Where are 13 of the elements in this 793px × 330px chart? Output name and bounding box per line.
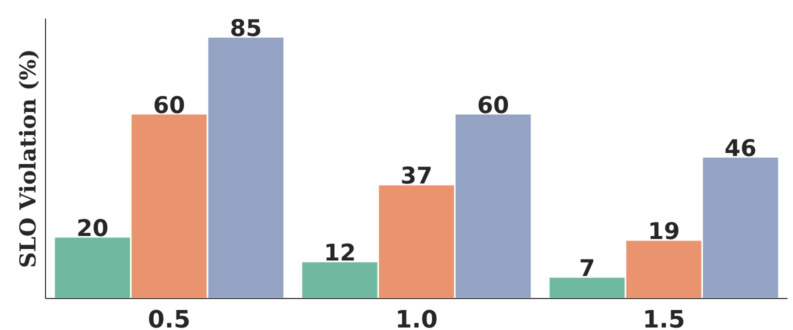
x-tick-label: 0.5: [148, 306, 190, 330]
data-label: 60: [477, 92, 510, 119]
data-label: 19: [648, 219, 680, 246]
data-label: 20: [76, 216, 109, 242]
data-label: 46: [724, 136, 757, 162]
data-label: 12: [324, 240, 356, 267]
data-label: 37: [400, 164, 433, 190]
x-tick-label: 1.0: [395, 306, 438, 330]
x-tick-label: 1.5: [642, 306, 686, 330]
data-label: 60: [153, 92, 186, 119]
data-label: 85: [230, 16, 262, 42]
y-axis-title: SLO Violation (%): [16, 48, 42, 268]
data-label: 7: [579, 256, 596, 282]
